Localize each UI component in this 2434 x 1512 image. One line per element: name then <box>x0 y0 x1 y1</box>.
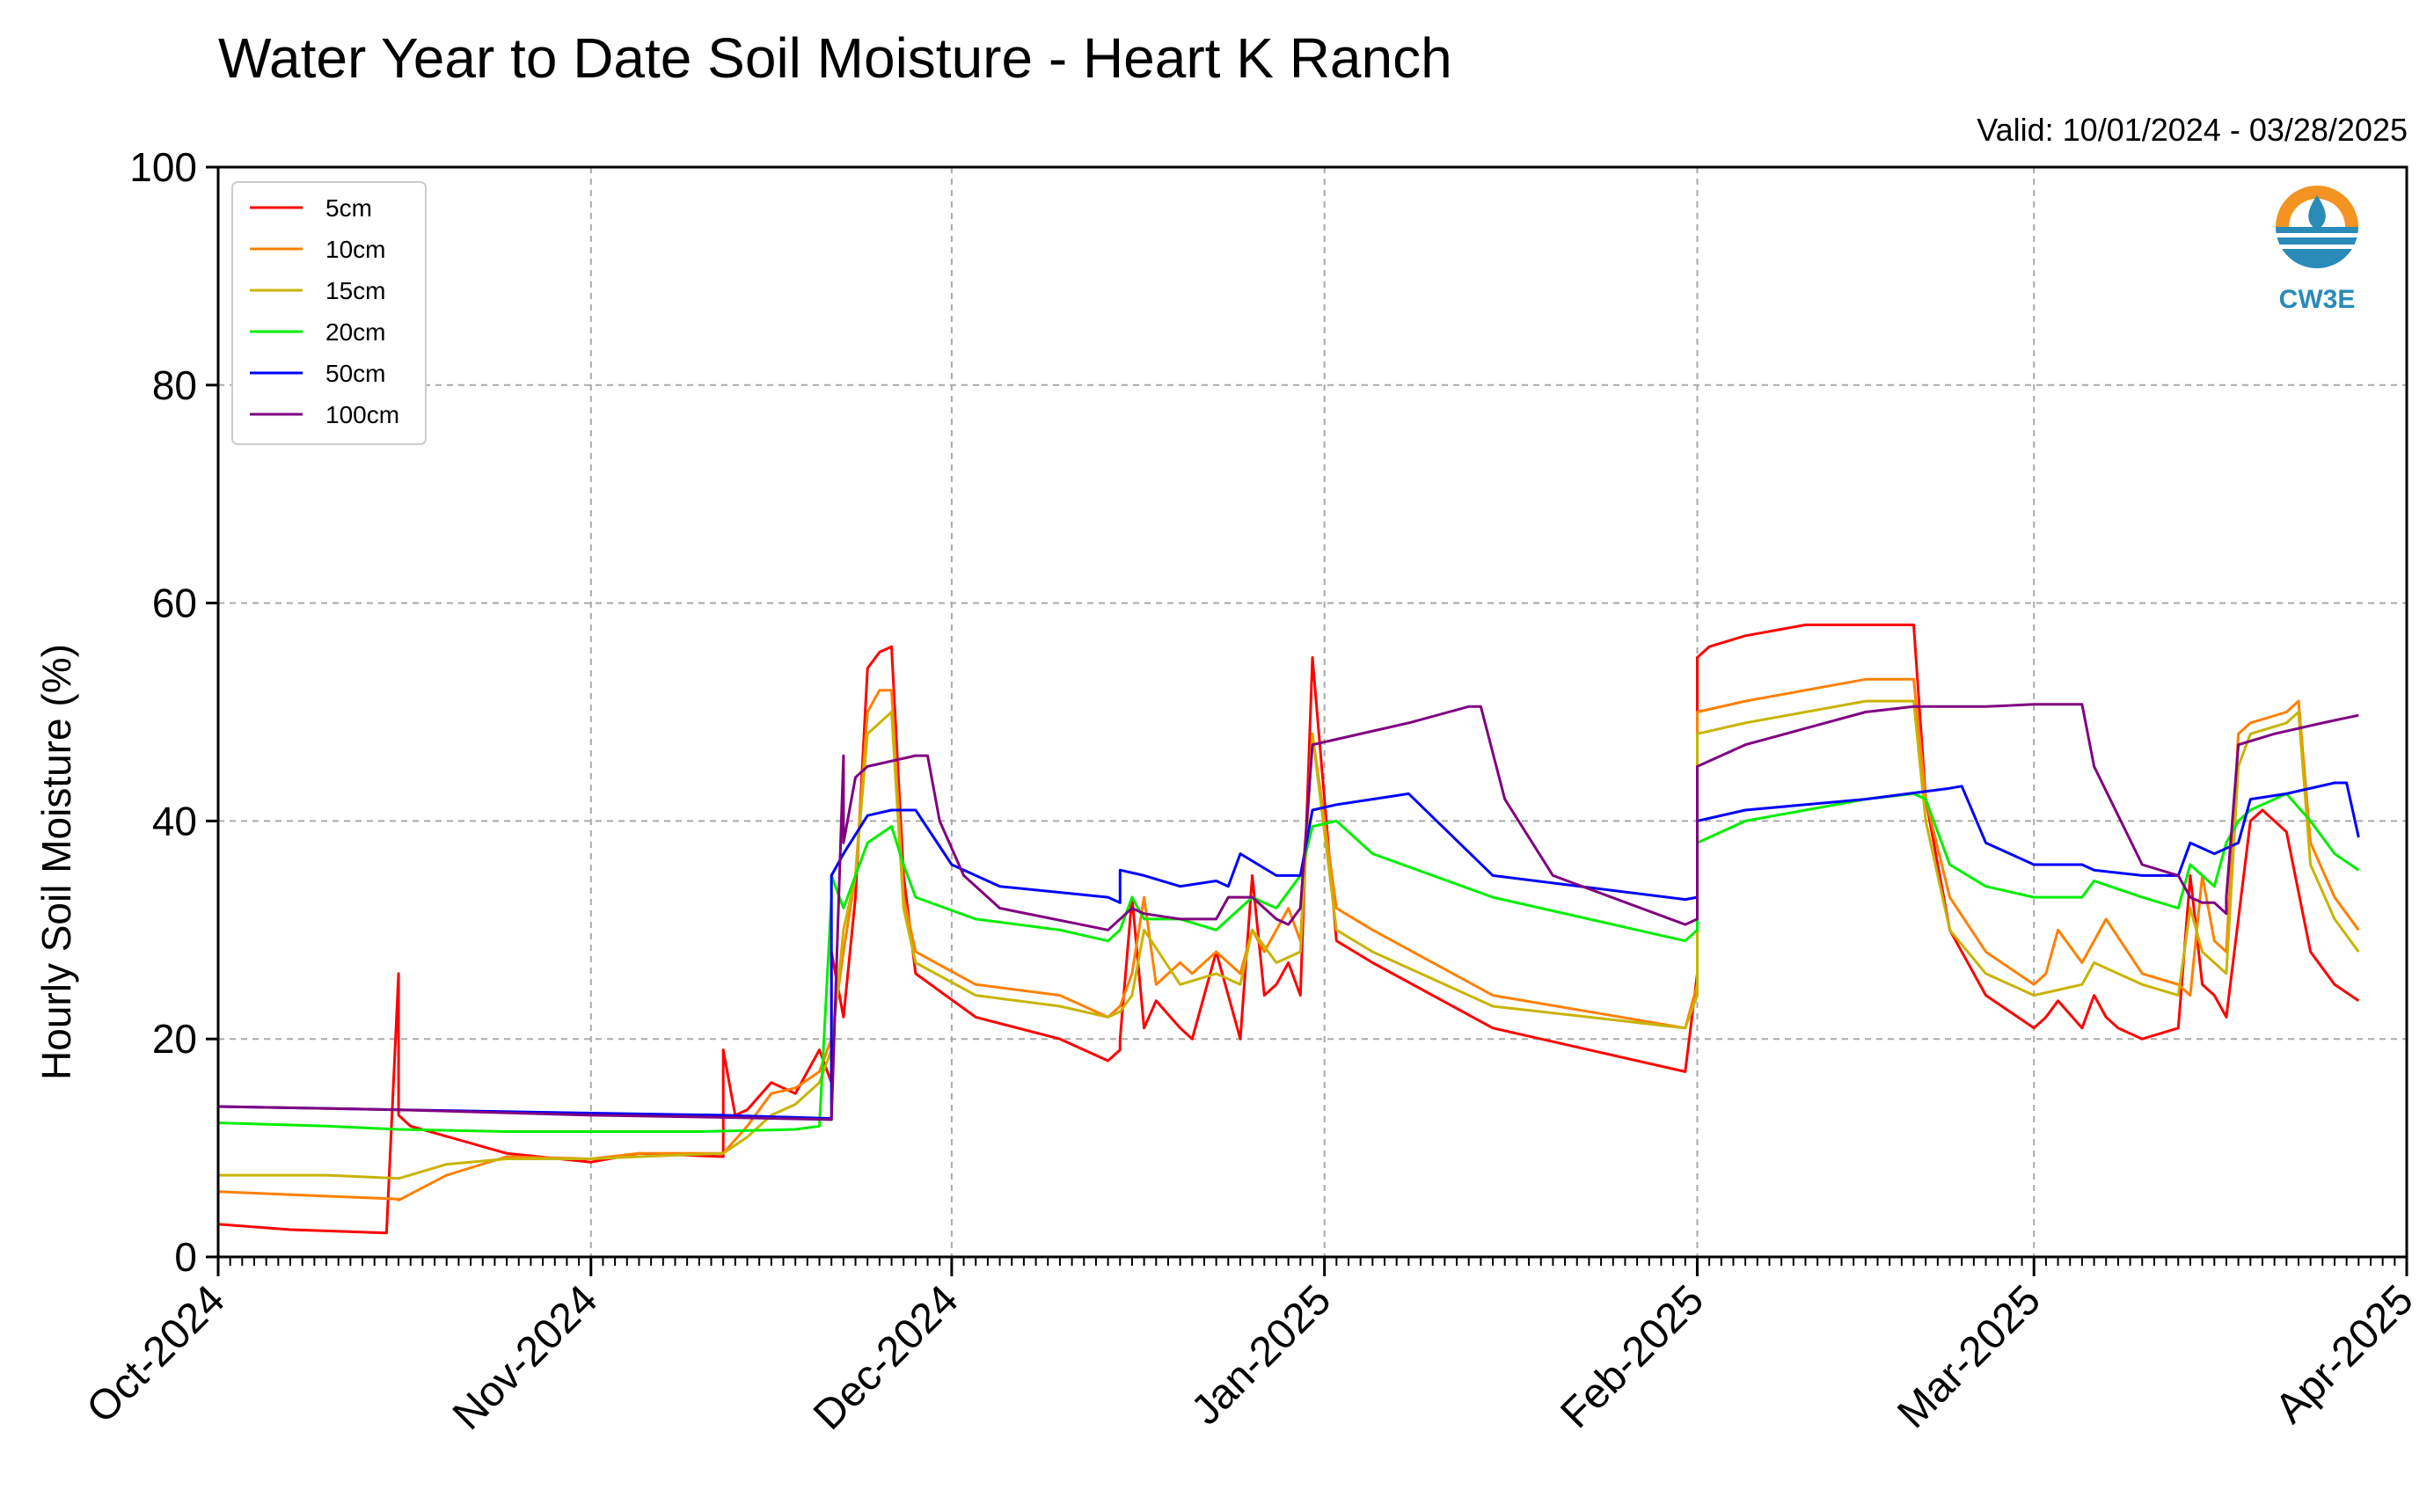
legend-label-50cm: 50cm <box>325 360 385 387</box>
legend-label-10cm: 10cm <box>325 236 385 263</box>
series-line-50cm <box>217 781 2360 1121</box>
x-tick-label: Dec-2024 <box>805 1276 968 1439</box>
grid-lines <box>217 166 2408 1258</box>
x-tick-label: Feb-2025 <box>1552 1276 1713 1437</box>
axis-ticks: 0 20 40 60 80 100 Oct-2024 Nov-2024 Dec-2024 Jan-… <box>78 144 2423 1439</box>
series-line-5cm <box>217 623 2360 1235</box>
y-axis-label: Hourly Soil Moisture (%) <box>33 644 79 1080</box>
series-lines <box>217 623 2360 1235</box>
legend-label-5cm: 5cm <box>325 194 372 222</box>
plot-frame <box>216 165 2408 1259</box>
x-tick-label: Nov-2024 <box>444 1276 607 1439</box>
legend-label-100cm: 100cm <box>325 401 399 428</box>
y-tick-label: 80 <box>152 362 197 408</box>
y-tick-label: 60 <box>152 581 197 626</box>
chart-title: Water Year to Date Soil Moisture - Heart… <box>218 26 1452 90</box>
y-tick-label: 20 <box>152 1016 197 1062</box>
y-tick-label: 0 <box>174 1234 197 1280</box>
series-line-10cm <box>217 677 2360 1202</box>
legend-label-20cm: 20cm <box>325 318 385 346</box>
y-tick-label: 100 <box>129 144 197 190</box>
cw3e-logo: CW3E <box>2271 186 2363 314</box>
series-line-15cm <box>218 699 2360 1180</box>
valid-date-range: Valid: 10/01/2024 - 03/28/2025 <box>1977 112 2408 148</box>
series-line-20cm <box>217 792 2360 1133</box>
legend: 5cm 10cm 15cm 20cm 50cm 100cm <box>231 181 427 445</box>
x-tick-label: Oct-2024 <box>78 1276 234 1432</box>
y-tick-label: 40 <box>152 798 197 844</box>
x-tick-label: Apr-2025 <box>2267 1276 2423 1432</box>
series-line-100cm <box>217 703 2359 1121</box>
x-tick-label: Mar-2025 <box>1889 1276 2050 1437</box>
legend-label-15cm: 15cm <box>325 277 385 304</box>
x-tick-label: Jan-2025 <box>1182 1276 1340 1434</box>
cw3e-logo-icon <box>2271 186 2363 273</box>
cw3e-logo-text: CW3E <box>2279 285 2356 314</box>
